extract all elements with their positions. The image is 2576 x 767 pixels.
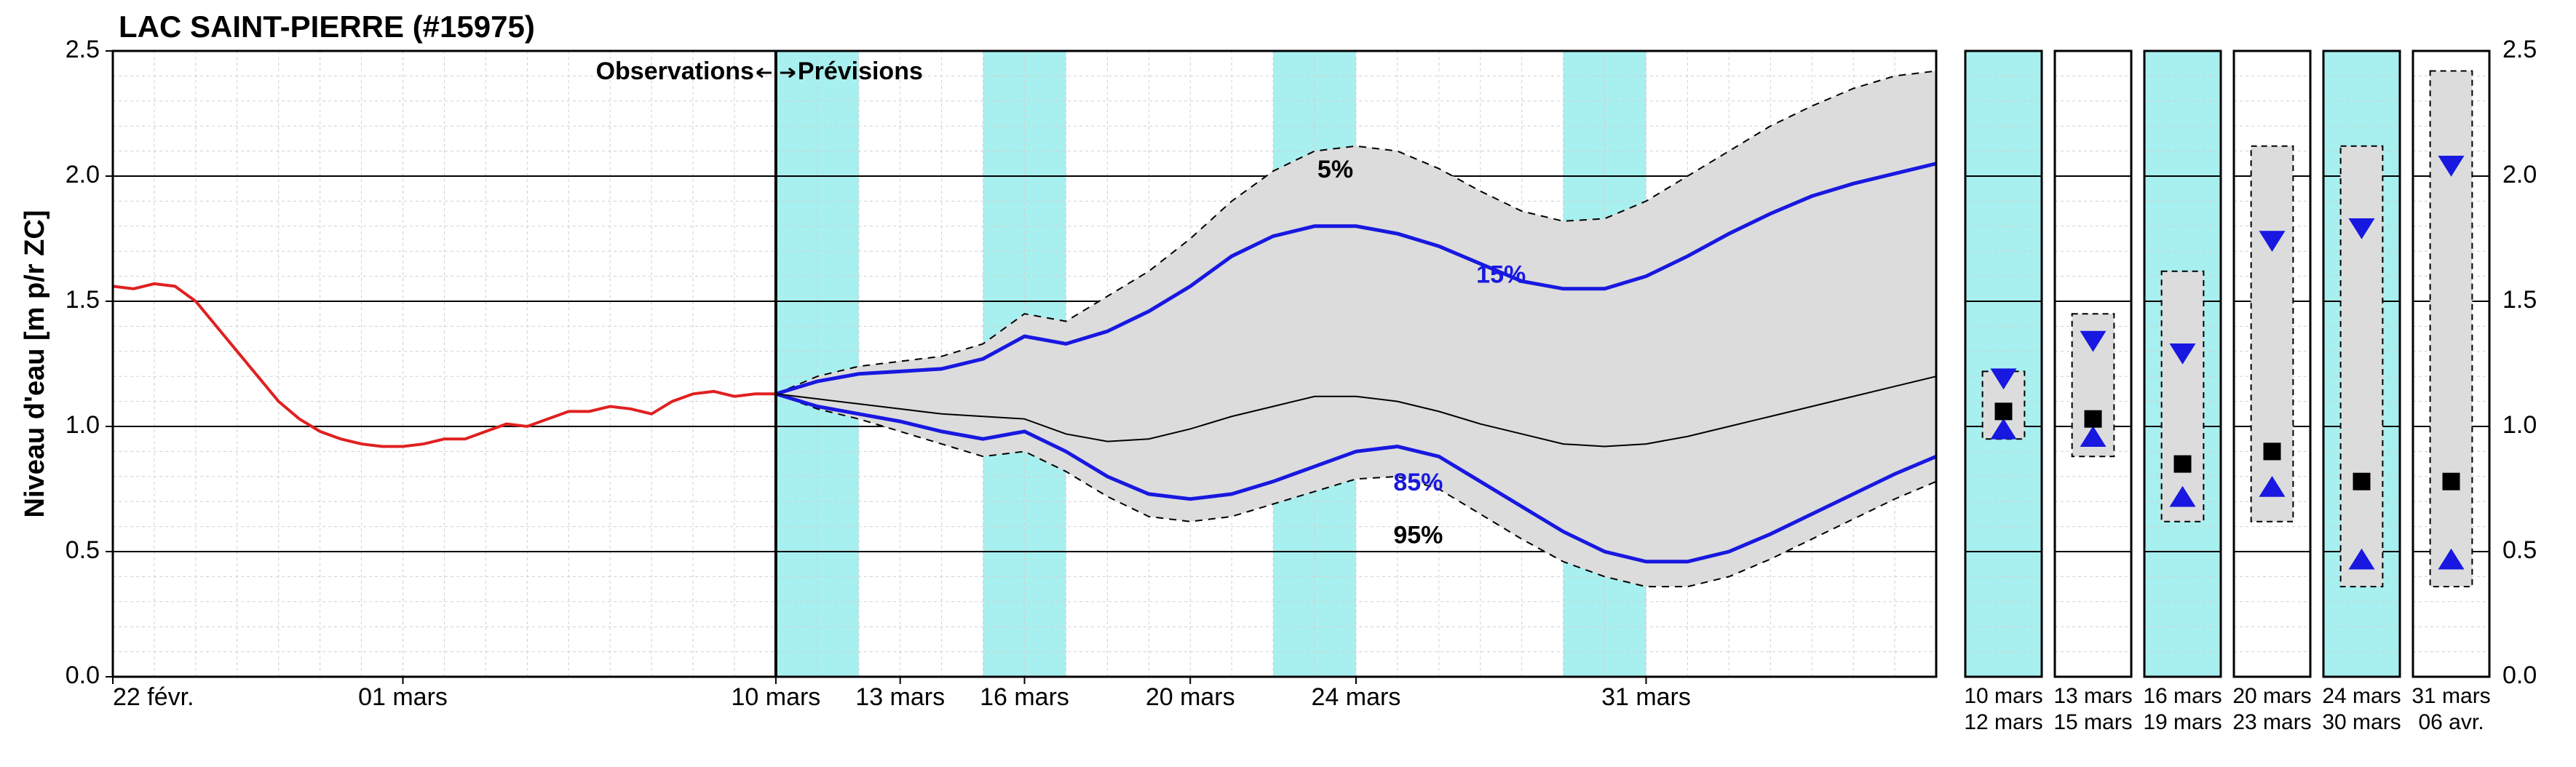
panel-label-top: 20 mars [2232,684,2311,708]
chart-svg: 5% 15% 85% 95% Observations Prévisions 0.0 0.5 1… [0,0,2576,767]
square-marker-icon [2174,456,2192,473]
panel-label-bot: 30 mars [2322,710,2401,734]
xtick-label: 22 févr. [113,683,194,711]
panel: 20 mars23 mars [2232,51,2311,734]
panel-label-top: 13 mars [2053,684,2132,708]
xtick-label: 16 mars [980,683,1069,711]
ytick-label: 0.5 [66,536,100,564]
main-plot: 5% 15% 85% 95% Observations Prévisions 0.0 0.5 1… [20,9,1936,711]
panel-label-bot: 12 mars [1964,710,2042,734]
observations-label: Observations [596,57,754,85]
square-marker-icon [2353,473,2371,490]
panel-label-bot: 15 mars [2053,710,2132,734]
previsions-label: Prévisions [798,57,923,85]
ytick-label: 2.5 [66,36,100,63]
panel: 31 mars06 avr. [2411,51,2490,734]
pct-label-p15: 15% [1476,261,1526,289]
panel-label-top: 10 mars [1964,684,2042,708]
ytick-label-right: 1.0 [2502,411,2537,439]
panel-box [2341,146,2383,587]
ytick-label: 2.0 [66,161,100,188]
chart-container: 5% 15% 85% 95% Observations Prévisions 0.0 0.5 1… [0,0,2576,767]
panel-label-top: 31 mars [2411,684,2490,708]
ytick-label: 0.0 [66,661,100,689]
panel-label-bot: 23 mars [2232,710,2311,734]
panel-box [2251,146,2294,522]
square-marker-icon [2085,410,2102,428]
panel-box [2430,71,2473,587]
xtick-label: 20 mars [1146,683,1235,711]
pct-label-p5: 5% [1317,156,1353,183]
xtick-label: 10 mars [731,683,820,711]
pct-label-p95: 95% [1393,521,1443,549]
panel-label-top: 24 mars [2322,684,2401,708]
ytick-label-right: 1.5 [2502,286,2537,314]
ytick-label-right: 0.0 [2502,661,2537,689]
xtick-label: 01 mars [358,683,448,711]
panel: 13 mars15 mars [2053,51,2132,734]
ytick-label: 1.5 [66,286,100,314]
arrow-left-icon [757,68,772,77]
ytick-label-right: 0.5 [2502,536,2537,564]
chart-title: LAC SAINT-PIERRE (#15975) [119,9,535,44]
panel-label-top: 16 mars [2143,684,2222,708]
xtick-label: 31 mars [1601,683,1691,711]
panel-box [2162,271,2204,522]
xtick-label: 13 mars [855,683,945,711]
square-marker-icon [2264,442,2281,460]
panel: 24 mars30 mars [2322,51,2401,734]
ytick-label-right: 2.5 [2502,36,2537,63]
pct-label-p85: 85% [1393,469,1443,496]
xtick-label: 24 mars [1312,683,1401,711]
ytick-label: 1.0 [66,411,100,439]
panel-label-bot: 06 avr. [2418,710,2484,734]
square-marker-icon [2443,473,2460,490]
panel-label-bot: 19 mars [2143,710,2222,734]
ytick-label-right: 2.0 [2502,161,2537,188]
square-marker-icon [1995,402,2013,420]
panel-group: 0.00.51.01.52.02.510 mars12 mars13 mars1… [1964,36,2537,734]
panel: 16 mars19 mars [2143,51,2222,734]
panel: 10 mars12 mars [1964,51,2042,734]
y-axis-label: Niveau d'eau [m p/r ZC] [20,210,50,518]
